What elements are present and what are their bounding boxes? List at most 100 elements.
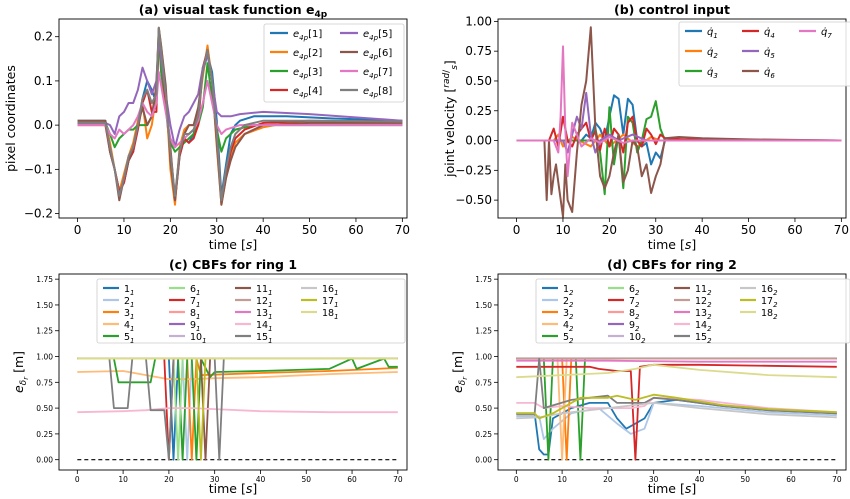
legend-main: 1 — [124, 284, 130, 295]
chart-title: (d) CBFs for ring 2 — [607, 257, 737, 272]
x-tick-label: 10 — [555, 223, 570, 237]
chart-title: (c) CBFs for ring 1 — [169, 257, 297, 272]
x-tick-label: 70 — [393, 475, 403, 484]
ylabel-subsub: r — [22, 376, 30, 380]
legend-sub: 1 — [713, 32, 717, 40]
legend-main: 4 — [124, 320, 130, 331]
legend-label: 152 — [695, 332, 712, 345]
ylabel-unit-slash: / — [442, 69, 452, 73]
legend-label: 12 — [563, 284, 574, 297]
legend-sub: 1 — [268, 337, 272, 345]
legend-label: 161 — [322, 284, 339, 297]
legend-main: e — [293, 29, 299, 40]
xlabel-prefix: time [ — [648, 481, 685, 496]
series-group — [516, 357, 837, 461]
legend-sub: 2 — [707, 337, 712, 345]
y-tick-label: 0.00 — [475, 456, 492, 465]
legend-main: q̇ — [764, 66, 770, 78]
legend-label: 51 — [124, 332, 135, 345]
legend-sub: 1 — [334, 289, 338, 297]
chart-panel-a: 0 10 20 30 40 50 60 70 −0.2 −0.1 0.0 0.1 0.2 (a) visu… — [3, 2, 410, 252]
legend-label: 151 — [256, 332, 273, 345]
legend-label: 122 — [695, 296, 712, 309]
legend-label: e4p[7] — [363, 67, 392, 80]
y-tick-label: 0.75 — [475, 378, 492, 387]
y-tick-label: 0.00 — [465, 134, 492, 148]
title-text: (b) control input — [614, 2, 730, 17]
legend-main: e — [293, 86, 299, 97]
y-tick-label: 1.25 — [36, 327, 53, 336]
chart-title: (a) visual task function e4p — [139, 2, 328, 20]
series-line-5 — [516, 91, 842, 154]
y-tick-label: 0.50 — [36, 404, 53, 413]
ylabel-main: e — [11, 385, 26, 393]
legend-main: 2 — [124, 296, 130, 307]
legend-sub: 2 — [635, 325, 640, 333]
legend-label: 52 — [563, 332, 574, 345]
y-tick-label: 0.50 — [465, 74, 492, 88]
legend-main: 12 — [695, 296, 707, 307]
legend-index: [4] — [308, 86, 322, 97]
legend-index: [2] — [308, 48, 322, 59]
series-group — [516, 26, 842, 218]
legend-sub: 2 — [635, 301, 640, 309]
legend-sub: 2 — [707, 301, 712, 309]
legend-sub: 1 — [196, 301, 200, 309]
legend-sub: 2 — [773, 313, 778, 321]
legend-main: 14 — [256, 320, 268, 331]
legend-sub: 4p — [369, 34, 378, 42]
legend-sub: 2 — [707, 289, 712, 297]
legend-main: 10 — [629, 332, 641, 343]
legend-sub: 1 — [130, 301, 134, 309]
legend-label: e4p[1] — [293, 29, 322, 42]
x-axis-label: time [s] — [648, 481, 697, 496]
chart-panel-d: 0 10 20 30 40 50 60 70 0.00 0.25 0.50 0.75 1.00 1.25 1… — [450, 257, 850, 496]
y-tick-label: 0.00 — [36, 456, 53, 465]
legend-main: q̇ — [764, 46, 770, 58]
chart-panel-c: 0 10 20 30 40 50 60 70 0.00 0.25 0.50 0.75 1.00 1.25 1… — [11, 257, 408, 496]
xlabel-prefix: time [ — [209, 481, 246, 496]
legend-sub: 1 — [268, 301, 272, 309]
y-tick-label: 1.75 — [475, 275, 492, 284]
legend-main: 7 — [190, 296, 196, 307]
y-tick-label: 1.25 — [475, 327, 492, 336]
axes-frame — [58, 18, 408, 219]
x-tick-label: 60 — [787, 223, 802, 237]
legend-main: e — [293, 48, 299, 59]
legend-main: 5 — [563, 332, 569, 343]
legend-label: e4p[4] — [293, 86, 322, 99]
legend-label: 61 — [190, 284, 201, 297]
x-tick-label: 10 — [118, 475, 128, 484]
legend-sub: 2 — [707, 313, 712, 321]
series-line-3 — [77, 357, 398, 461]
legend-sub: 2 — [569, 325, 574, 333]
legend-label: 142 — [695, 320, 712, 333]
legend-main: q̇ — [764, 26, 770, 38]
y-tick-label: 1.00 — [465, 14, 492, 28]
y-tick-label: 1.00 — [36, 353, 53, 362]
ylabel-main: e — [450, 385, 465, 393]
y-tick-label: 0.25 — [465, 104, 492, 118]
legend-label: 112 — [695, 284, 712, 297]
legend-main: 11 — [256, 284, 268, 295]
legend-main: 11 — [695, 284, 707, 295]
legend-index: [1] — [308, 29, 322, 40]
x-axis-label: time [s] — [648, 237, 697, 252]
legend-sub: 2 — [773, 301, 778, 309]
x-tick-label: 50 — [741, 223, 756, 237]
x-tick-label: 30 — [649, 475, 659, 484]
x-tick-label: 20 — [164, 475, 174, 484]
legend-sub: 4p — [299, 53, 308, 61]
x-tick-label: 50 — [740, 475, 750, 484]
legend-sub: 4p — [299, 72, 308, 80]
x-tick-label: 50 — [301, 475, 311, 484]
legend-label: q̇1 — [707, 26, 718, 40]
series-line-7 — [516, 45, 842, 178]
y-axis-label: eδr [m] — [450, 351, 469, 393]
legend-label: 132 — [695, 308, 712, 321]
legend: 1121314151617181911011111211311411511611… — [96, 278, 406, 345]
ylabel-unit: [m] — [450, 351, 465, 377]
legend-label: e4p[5] — [363, 29, 392, 42]
legend-sub: 1 — [268, 325, 272, 333]
x-tick-label: 60 — [347, 475, 357, 484]
